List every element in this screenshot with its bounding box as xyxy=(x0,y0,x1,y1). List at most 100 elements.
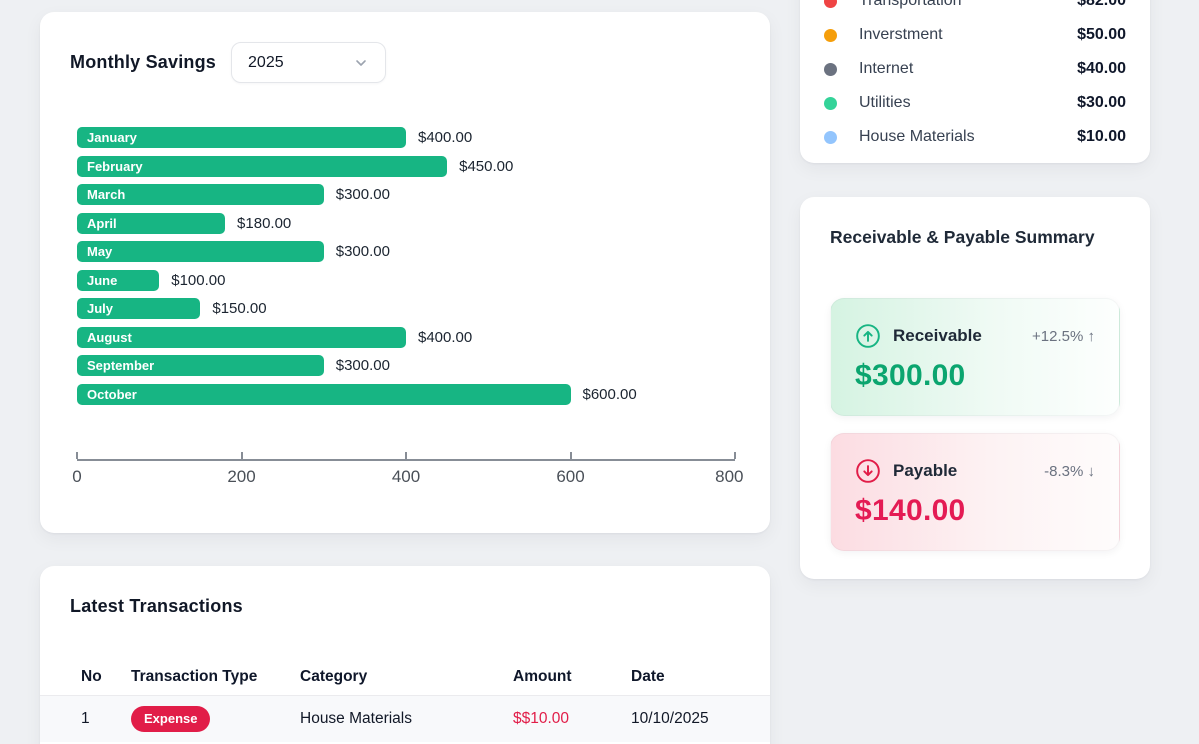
legend-item-internet: Internet $40.00 xyxy=(824,52,1126,86)
bar-row: June $100.00 xyxy=(77,269,735,291)
bar-row: March $300.00 xyxy=(77,184,735,205)
category-color-dot xyxy=(824,130,837,144)
axis-tick-label: 800 xyxy=(715,466,744,486)
legend-item-transportation: Transportation $82.00 xyxy=(824,0,1126,18)
category-label: Inverstment xyxy=(859,26,943,43)
receivable-label: Receivable xyxy=(893,326,982,345)
bar-october[interactable]: October xyxy=(77,383,571,405)
cell-transaction-type: Expense xyxy=(131,706,300,732)
category-label: House Materials xyxy=(859,128,975,145)
legend-item-house-materials: House Materials $10.00 xyxy=(824,120,1126,154)
category-legend-card: Transportation $82.00 Inverstment $50.00 Int… xyxy=(800,0,1150,163)
summary-title: Receivable & Payable Summary xyxy=(830,227,1095,247)
latest-transactions-card: Latest Transactions No Transaction Type Ca… xyxy=(40,566,770,744)
category-label: Utilities xyxy=(859,94,911,111)
axis-tick-label: 600 xyxy=(556,466,585,486)
category-color-dot xyxy=(824,96,837,110)
x-axis: 0 200 400 600 800 xyxy=(72,451,744,503)
bar-january[interactable]: January xyxy=(77,127,406,148)
axis-tick xyxy=(405,451,407,459)
latest-transactions-title: Latest Transactions xyxy=(70,596,243,616)
bar-row: February $450.00 xyxy=(77,155,735,177)
bar-row: October $600.00 xyxy=(77,383,735,405)
payable-label: Payable xyxy=(893,461,958,480)
category-value: $82.00 xyxy=(1077,0,1126,9)
bar-row: April $180.00 xyxy=(77,212,735,234)
category-value: $30.00 xyxy=(1077,94,1126,111)
summary-card: Receivable & Payable Summary Receivable … xyxy=(800,197,1150,579)
bar-may[interactable]: May xyxy=(77,241,324,262)
year-select[interactable]: 2025 xyxy=(231,42,387,83)
bar-category-label: May xyxy=(87,244,113,259)
legend-item-inverstment: Inverstment $50.00 xyxy=(824,18,1126,52)
bar-category-label: February xyxy=(87,158,143,174)
transactions-table-header: No Transaction Type Category Amount Date xyxy=(40,658,770,696)
payable-amount: $140.00 xyxy=(855,494,966,527)
bar-february[interactable]: February xyxy=(77,155,448,177)
arrow-up-circle-icon xyxy=(856,324,880,348)
category-value: $40.00 xyxy=(1077,60,1126,77)
legend-item-utilities: Utilities $30.00 xyxy=(824,86,1126,120)
bar-value-label: $400.00 xyxy=(418,129,473,146)
bar-value-label: $300.00 xyxy=(335,243,390,260)
axis-tick xyxy=(734,451,736,459)
bar-value-label: $300.00 xyxy=(335,186,390,203)
category-color-dot xyxy=(824,0,837,8)
column-header-category: Category xyxy=(300,667,368,685)
axis-tick-label: 200 xyxy=(227,466,256,486)
bar-row: January $400.00 xyxy=(77,127,735,148)
monthly-savings-card: Monthly Savings 2025 January $400.00 Febru… xyxy=(40,12,770,533)
category-color-dot xyxy=(824,62,837,76)
bar-september[interactable]: September xyxy=(77,355,324,376)
category-legend-list: Transportation $82.00 Inverstment $50.00 Int… xyxy=(824,0,1126,154)
bar-june[interactable]: June xyxy=(77,269,160,291)
arrow-down-circle-icon xyxy=(856,459,880,483)
column-header-amount: Amount xyxy=(513,667,572,685)
axis-tick-label: 400 xyxy=(391,466,421,486)
axis-tick xyxy=(240,451,243,459)
cell-amount: $$10.00 xyxy=(513,710,570,727)
bar-category-label: August xyxy=(87,329,132,345)
bar-value-label: $400.00 xyxy=(418,328,473,346)
bar-category-label: June xyxy=(87,272,118,288)
transactions-table: No Transaction Type Category Amount Date 1 Ex… xyxy=(40,658,770,742)
receivable-header: Receivable +12.5% ↑ xyxy=(855,323,1095,349)
bar-value-label: $180.00 xyxy=(237,214,292,232)
category-label: Internet xyxy=(859,60,914,77)
monthly-savings-header: Monthly Savings 2025 xyxy=(40,12,770,83)
category-value: $10.00 xyxy=(1077,128,1126,145)
bar-list: January $400.00 February $450.00 March $300.0… xyxy=(77,127,735,405)
transaction-row: 1 Expense House Materials $$10.00 10/10/2025 xyxy=(40,696,770,742)
bar-august[interactable]: August xyxy=(77,326,406,348)
bar-april[interactable]: April xyxy=(77,212,226,234)
payable-change: -8.3% ↓ xyxy=(1044,462,1095,480)
receivable-box: Receivable +12.5% ↑ $300.00 xyxy=(830,298,1120,416)
bar-category-label: September xyxy=(87,358,155,373)
monthly-savings-title: Monthly Savings xyxy=(70,52,217,72)
bar-july[interactable]: July xyxy=(77,298,201,319)
bar-row: August $400.00 xyxy=(77,326,735,348)
bar-row: July $150.00 xyxy=(77,298,735,319)
cell-no: 1 xyxy=(81,710,90,727)
bar-category-label: October xyxy=(87,386,137,402)
cell-date: 10/10/2025 xyxy=(631,710,709,727)
axis-tick xyxy=(76,451,78,459)
column-header-date: Date xyxy=(631,667,665,685)
category-color-dot xyxy=(824,28,837,42)
cell-category: House Materials xyxy=(300,710,412,727)
category-value: $50.00 xyxy=(1077,26,1126,43)
bar-value-label: $600.00 xyxy=(582,385,637,403)
bar-category-label: March xyxy=(87,187,126,202)
bar-value-label: $450.00 xyxy=(459,157,514,175)
bar-march[interactable]: March xyxy=(77,184,324,205)
receivable-change: +12.5% ↑ xyxy=(1032,327,1095,345)
bar-value-label: $150.00 xyxy=(212,300,267,317)
axis-tick-label: 0 xyxy=(72,466,82,486)
category-label: Transportation xyxy=(859,0,962,9)
receivable-amount: $300.00 xyxy=(855,359,966,392)
bar-value-label: $300.00 xyxy=(335,357,390,374)
monthly-savings-bar-chart: January $400.00 February $450.00 March $300.0… xyxy=(40,83,770,503)
bar-row: September $300.00 xyxy=(77,355,735,376)
bar-category-label: April xyxy=(87,215,117,231)
